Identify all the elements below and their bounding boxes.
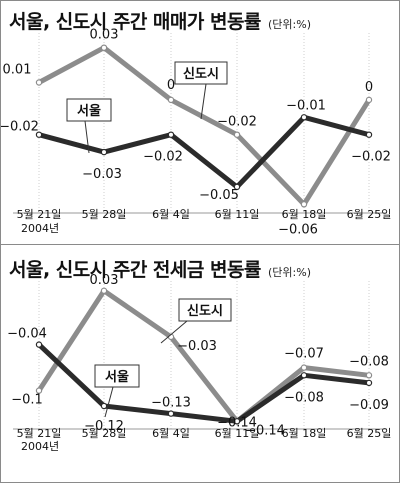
x-tick-label: 6월 25일 (347, 207, 392, 221)
x-tick-label: 6월 11일 (215, 207, 260, 221)
data-point (300, 114, 308, 121)
legend-leader-line (200, 83, 207, 120)
data-label: −0.06 (278, 222, 318, 237)
chart-title: 서울, 신도시 주간 매매가 변동률 (9, 11, 261, 33)
sale-price-line-chart: 5월 21일 5월 28일 6월 4일 6월 11일 6월 18일 6월 25일 2004년… (1, 28, 392, 238)
data-label: −0.02 (1, 120, 39, 135)
data-label: −0.05 (199, 188, 239, 203)
legend-leader-line (84, 120, 90, 154)
x-tick-label: 6월 25일 (347, 426, 392, 440)
data-label: −0.08 (349, 354, 389, 369)
panel-divider (1, 244, 399, 245)
data-label: −0.02 (217, 115, 257, 130)
data-label: −0.1 (11, 393, 43, 408)
data-label: 0 (365, 80, 373, 95)
data-label: −0.07 (284, 347, 324, 362)
data-point (300, 364, 308, 371)
data-label: 0.03 (90, 273, 119, 288)
series-line-seoul (36, 342, 372, 424)
x-year-label: 2004년 (21, 222, 59, 235)
x-tick-label: 5월 21일 (17, 426, 62, 440)
data-label: −0.12 (84, 419, 124, 434)
legend-label: 신도시 (187, 304, 223, 319)
x-tick-label: 6월 11일 (215, 426, 260, 440)
data-label: 0.01 (3, 63, 32, 78)
legend-box (66, 98, 112, 122)
data-point (100, 44, 108, 51)
data-point (100, 287, 108, 295)
data-point (100, 402, 108, 410)
data-label: −0.09 (349, 398, 389, 413)
data-point (365, 131, 373, 138)
legend-box (174, 61, 228, 85)
legend-box (178, 298, 232, 322)
legend-label: 서울 (77, 103, 101, 119)
data-point (35, 79, 43, 86)
data-label: 0.03 (90, 28, 119, 43)
x-tick-label: 6월 4일 (152, 426, 190, 440)
chart-title-row: 서울, 신도시 주간 매매가 변동률 (단위:%) (9, 7, 311, 34)
x-tick-label: 5월 28일 (82, 426, 127, 440)
jeonse-line-chart: 5월 21일 5월 28일 6월 4일 6월 11일 6월 18일 6월 25일 2004년… (7, 273, 392, 453)
data-label: −0.14 (217, 415, 257, 430)
data-point (167, 131, 175, 138)
data-point (233, 183, 241, 191)
data-point (300, 201, 308, 208)
data-label: −0.13 (151, 396, 191, 411)
data-point (35, 341, 43, 348)
legend-label: 서울 (105, 369, 129, 385)
legend-leader-line (160, 320, 188, 344)
data-point (233, 418, 241, 425)
data-point (300, 372, 308, 379)
data-point (365, 372, 373, 379)
chart-unit: (단위:%) (268, 18, 311, 31)
data-point (35, 131, 43, 138)
series-line-seoul (36, 114, 372, 190)
legend-label: 신도시 (183, 67, 219, 82)
data-label: −0.02 (143, 150, 183, 165)
sale-price-chart-panel: 서울, 신도시 주간 매매가 변동률 (단위:%) 5월 21일 5월 28일 6월… (1, 1, 399, 241)
data-point (365, 96, 373, 104)
x-tick-label: 5월 21일 (17, 207, 62, 221)
legend-leader-line (104, 386, 114, 418)
series-line-sindosi (36, 288, 372, 424)
data-label: −0.01 (286, 98, 326, 113)
data-point (167, 96, 175, 104)
chart-unit: (단위:%) (268, 266, 311, 279)
data-label: −0.04 (7, 327, 47, 342)
data-label: −0.02 (351, 150, 391, 165)
data-point (35, 387, 43, 394)
data-label: −0.08 (284, 390, 324, 405)
data-point (233, 131, 241, 138)
data-point (167, 410, 175, 417)
x-year-label: 2004년 (21, 440, 59, 453)
chart-title-row: 서울, 신도시 주간 전세금 변동률 (단위:%) (9, 255, 311, 282)
data-point (365, 379, 373, 387)
series-line-sindosi (36, 45, 372, 207)
jeonse-chart-panel: 서울, 신도시 주간 전세금 변동률 (단위:%) 5월 21일 5월 28일 6월… (1, 249, 399, 482)
data-label: −0.14 (245, 423, 285, 438)
data-point (100, 148, 108, 156)
data-label: 0 (167, 78, 175, 93)
x-tick-label: 6월 18일 (282, 426, 327, 440)
data-label: −0.03 (82, 167, 122, 182)
data-label: −0.03 (177, 339, 217, 354)
x-tick-label: 5월 28일 (82, 207, 127, 221)
x-tick-label: 6월 18일 (282, 207, 327, 221)
x-tick-label: 6월 4일 (152, 207, 190, 221)
chart-title: 서울, 신도시 주간 전세금 변동률 (9, 259, 261, 281)
legend-box (94, 364, 140, 388)
